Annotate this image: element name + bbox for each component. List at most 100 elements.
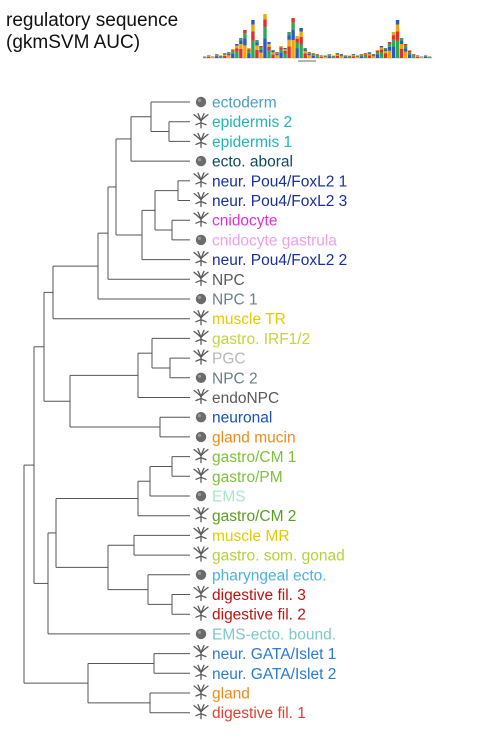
sequence-logo-icon <box>203 14 432 62</box>
logo-letter-block <box>231 49 235 51</box>
logo-letter-block <box>287 39 291 47</box>
leaf-item: epidermis 2 <box>193 113 292 131</box>
leaf-label: gastro/PM <box>212 469 283 486</box>
leaf-label: gland <box>212 686 250 703</box>
leaf-item: epidermis 1 <box>193 132 292 151</box>
logo-letter-block <box>403 51 408 58</box>
logo-letter-block <box>339 55 344 57</box>
circle-stage-icon <box>195 628 207 640</box>
polyp-icon <box>193 526 209 543</box>
leaf-label: digestive fil. 1 <box>212 705 306 722</box>
leaf-label: gastro/CM 1 <box>212 449 296 466</box>
logo-letter-block <box>299 44 303 58</box>
circle-stage-icon <box>195 412 207 423</box>
logo-letter-block <box>215 54 219 56</box>
logo-letter-block <box>315 55 319 57</box>
leaf-item: neuronal <box>195 410 272 427</box>
leaf-label: neur. GATA/Islet 1 <box>212 646 336 663</box>
logo-letter-block <box>383 53 388 58</box>
logo-letter-block <box>259 49 263 53</box>
logo-letter-block <box>395 24 400 32</box>
logo-letter-block <box>391 39 396 47</box>
logo-letter-block <box>295 42 299 49</box>
logo-letter-block <box>311 53 315 54</box>
logo-letter-block <box>283 53 287 58</box>
leaf-label: gland mucin <box>212 429 296 446</box>
logo-letter-block <box>423 56 428 58</box>
logo-letter-block <box>223 53 227 54</box>
logo-letter-block <box>291 40 295 58</box>
logo-letter-block <box>307 55 311 58</box>
logo-letter-block <box>275 55 279 58</box>
logo-letter-block <box>279 46 283 48</box>
logo-letter-block <box>207 56 211 58</box>
logo-letter-block <box>235 51 239 58</box>
logo-letter-block <box>319 55 323 56</box>
logo-letter-block <box>395 31 400 41</box>
logo-letter-block <box>263 19 267 28</box>
logo-letter-block <box>347 56 352 58</box>
logo-letter-block <box>347 55 352 56</box>
leaf-item: neur. GATA/Islet 2 <box>193 664 336 683</box>
leaf-label: cnidocyte <box>212 213 277 230</box>
leaf-item: gland <box>193 684 250 703</box>
logo-letter-block <box>271 50 275 53</box>
leaf-item: gastro. IRF1/2 <box>193 329 310 348</box>
logo-letter-block <box>419 56 424 58</box>
title-line-2: (gkmSVM AUC) <box>6 32 141 53</box>
logo-letter-block <box>215 55 219 57</box>
polyp-icon <box>193 349 209 365</box>
logo-letter-block <box>203 56 207 58</box>
logo-letter-block <box>275 52 279 53</box>
leaf-label: epidermis 1 <box>212 134 292 151</box>
polyp-icon <box>193 684 209 700</box>
leaf-item: EMS <box>195 489 246 506</box>
logo-letter-block <box>275 52 279 54</box>
leaf-item: gastro/PM <box>193 467 283 486</box>
circle-stage-highlight <box>197 98 202 103</box>
polyp-icon <box>193 113 209 129</box>
logo-letter-block <box>391 46 396 58</box>
logo-letter-block <box>323 56 327 58</box>
dendrogram-branches <box>23 101 190 714</box>
circle-stage-highlight <box>197 295 202 300</box>
logo-letter-block <box>283 48 287 50</box>
logo-letter-block <box>239 38 243 41</box>
logo-letter-block <box>427 57 432 58</box>
logo-letter-block <box>403 44 408 46</box>
circle-stage-icon <box>195 293 207 305</box>
logo-letter-block <box>251 31 255 41</box>
circle-stage-icon <box>195 372 207 383</box>
leaf-item: neur. Pou4/FoxL2 1 <box>193 172 347 190</box>
logo-letter-block <box>351 56 356 58</box>
logo-letter-block <box>219 55 223 57</box>
logo-letter-block <box>303 51 307 54</box>
logo-letter-block <box>383 48 388 50</box>
logo-letter-block <box>367 53 372 56</box>
polyp-icon <box>193 585 209 602</box>
logo-letter-block <box>403 45 408 49</box>
logo-letter-block <box>319 56 323 58</box>
logo-letter-block <box>295 36 299 39</box>
logo-letter-block <box>279 52 283 58</box>
logo-letter-block <box>331 56 335 58</box>
logo-letter-block <box>223 53 227 55</box>
logo-letter-block <box>303 48 307 50</box>
polyp-icon <box>193 467 209 483</box>
logo-letter-block <box>291 18 295 23</box>
logo-letter-block <box>383 51 388 54</box>
logo-letter-block <box>367 55 372 58</box>
logo-letter-block <box>375 54 380 58</box>
leaf-label: digestive fil. 3 <box>212 587 306 604</box>
logo-letter-block <box>359 55 364 57</box>
logo-letter-block <box>363 53 368 55</box>
logo-letter-block <box>255 42 259 46</box>
circle-stage-highlight <box>197 492 202 497</box>
logo-letter-block <box>383 49 388 51</box>
leaf-item: ectoderm <box>195 95 277 112</box>
logo-letter-block <box>227 53 231 56</box>
logo-letter-block <box>267 50 271 58</box>
logo-letter-block <box>295 48 299 58</box>
logo-letter-block <box>311 55 315 58</box>
